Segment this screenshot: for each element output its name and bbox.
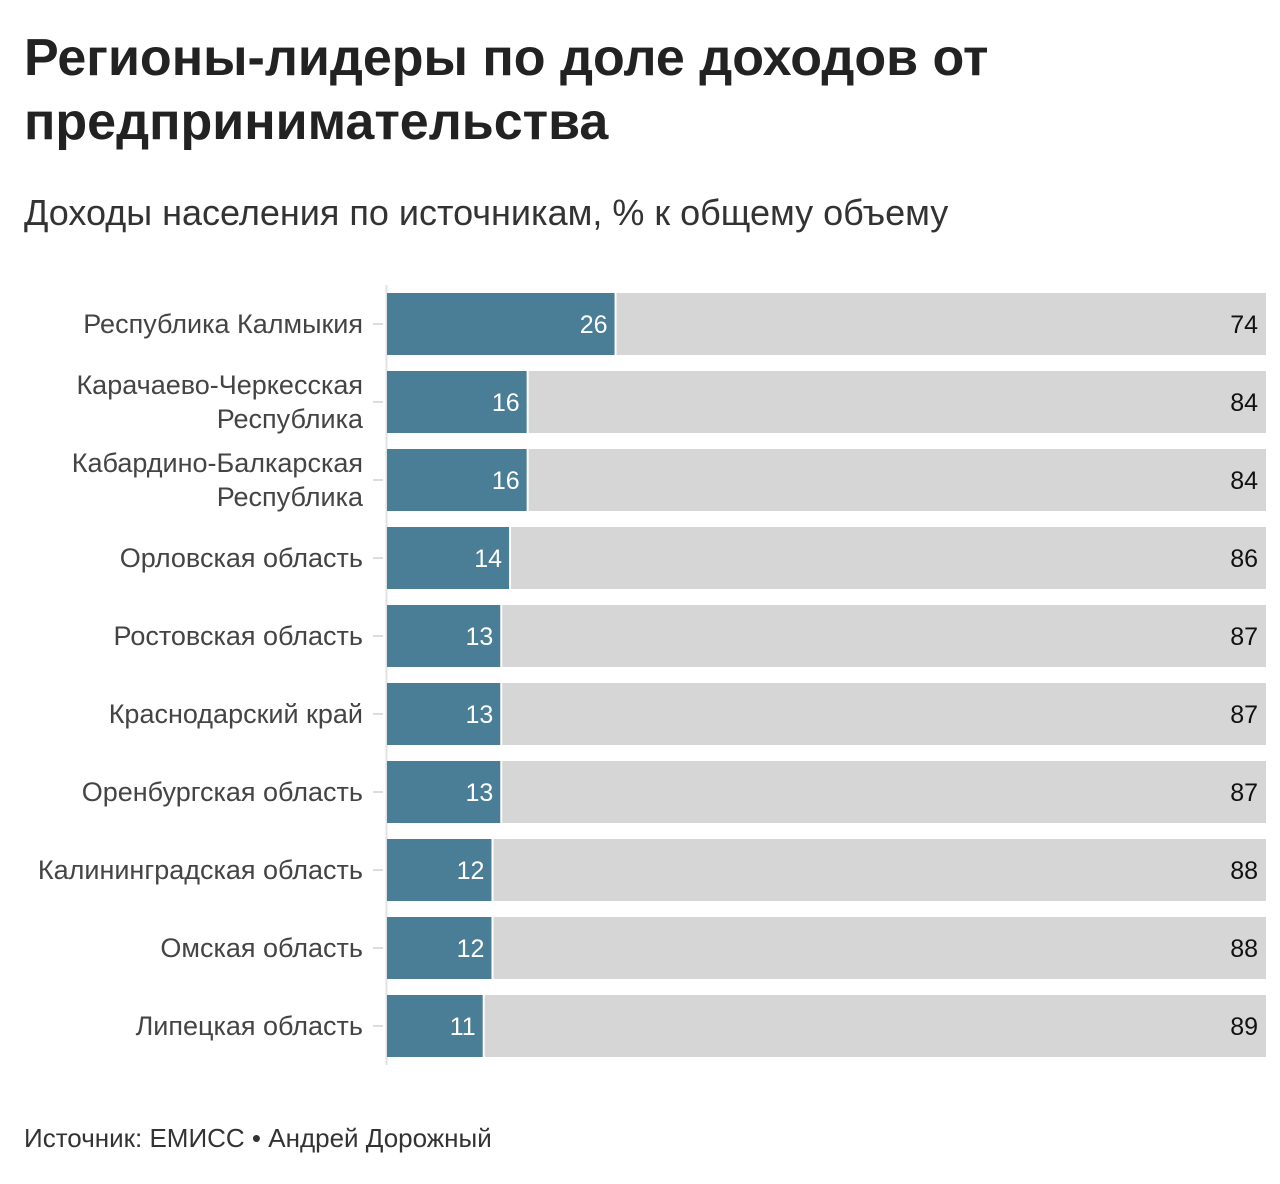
bar-other-income <box>501 605 1266 667</box>
bar-other-income <box>501 761 1266 823</box>
data-label-business-income: 26 <box>580 311 608 339</box>
category-label-line: Республика <box>217 482 364 512</box>
data-label-business-income: 13 <box>465 701 493 729</box>
category-label: Кабардино-Балкарская Республика <box>72 448 364 512</box>
category-label-line: Республика Калмыкия <box>83 309 363 339</box>
bar-other-income <box>510 527 1266 589</box>
bar-business-income <box>387 371 528 433</box>
category-label-line: Ростовская область <box>114 621 363 651</box>
bar-business-income <box>387 839 493 901</box>
data-label-other-income: 84 <box>1230 389 1258 417</box>
data-label-other-income: 84 <box>1230 467 1258 495</box>
bar-business-income <box>387 605 502 667</box>
bar-other-income <box>492 839 1267 901</box>
bar-business-income <box>387 761 502 823</box>
category-label: Краснодарский край <box>109 699 363 729</box>
bar-business-income <box>387 527 511 589</box>
bar-other-income <box>501 683 1266 745</box>
data-label-business-income: 16 <box>492 467 520 495</box>
category-label: Ростовская область <box>114 621 363 651</box>
category-label: Липецкая область <box>136 1011 363 1041</box>
data-label-business-income: 13 <box>465 623 493 651</box>
category-label-line: Липецкая область <box>136 1011 363 1041</box>
source-author: Андрей Дорожный <box>268 1123 492 1153</box>
category-label-line: Оренбургская область <box>82 777 363 807</box>
data-label-other-income: 86 <box>1230 545 1258 573</box>
data-label-business-income: 12 <box>457 857 485 885</box>
chart-area: 26 74 Республика Калмыкия 16 84 Карачаево-Чер… <box>0 270 1280 1080</box>
bar-business-income <box>387 293 616 355</box>
category-label-line: Карачаево-Черкесская <box>76 370 363 400</box>
category-label: Оренбургская область <box>82 777 363 807</box>
category-label: Калининградская область <box>38 855 363 885</box>
data-label-other-income: 87 <box>1230 779 1258 807</box>
category-label: Орловская область <box>120 543 363 573</box>
category-label: Омская область <box>160 933 363 963</box>
bar-business-income <box>387 449 528 511</box>
category-label-line: Кабардино-Балкарская <box>72 448 363 478</box>
category-label-line: Орловская область <box>120 543 363 573</box>
category-label: Карачаево-Черкесская Республика <box>76 370 364 434</box>
data-label-other-income: 87 <box>1230 701 1258 729</box>
data-label-business-income: 12 <box>457 935 485 963</box>
data-label-other-income: 88 <box>1230 935 1258 963</box>
category-label-line: Омская область <box>160 933 363 963</box>
data-label-business-income: 11 <box>450 1013 476 1041</box>
data-label-business-income: 16 <box>492 389 520 417</box>
bar-business-income <box>387 683 502 745</box>
chart-subtitle: Доходы населения по источникам, % к обще… <box>24 192 949 233</box>
category-label-line: Калининградская область <box>38 855 363 885</box>
bar-other-income <box>615 293 1266 355</box>
data-label-other-income: 88 <box>1230 857 1258 885</box>
bar-other-income <box>492 917 1267 979</box>
bar-other-income <box>527 449 1266 511</box>
data-label-business-income: 13 <box>465 779 493 807</box>
data-label-other-income: 74 <box>1230 311 1258 339</box>
stacked-bar-chart: 26 74 Республика Калмыкия 16 84 Карачаево-Чер… <box>38 285 1267 1065</box>
source-label: Источник: ЕМИСС <box>24 1123 245 1153</box>
bar-business-income <box>387 917 493 979</box>
data-label-other-income: 87 <box>1230 623 1258 651</box>
chart-title: Регионы-лидеры по доле доходов от предпр… <box>24 29 989 151</box>
source-line: Источник: ЕМИСС • Андрей Дорожный <box>24 1120 492 1156</box>
bar-other-income <box>527 371 1266 433</box>
source-separator: • <box>251 1123 262 1153</box>
bar-business-income <box>387 995 484 1057</box>
category-label-line: Краснодарский край <box>109 699 363 729</box>
category-label: Республика Калмыкия <box>83 309 363 339</box>
data-label-business-income: 14 <box>474 545 502 573</box>
bar-other-income <box>483 995 1266 1057</box>
data-label-other-income: 89 <box>1230 1013 1258 1041</box>
category-label-line: Республика <box>217 404 364 434</box>
